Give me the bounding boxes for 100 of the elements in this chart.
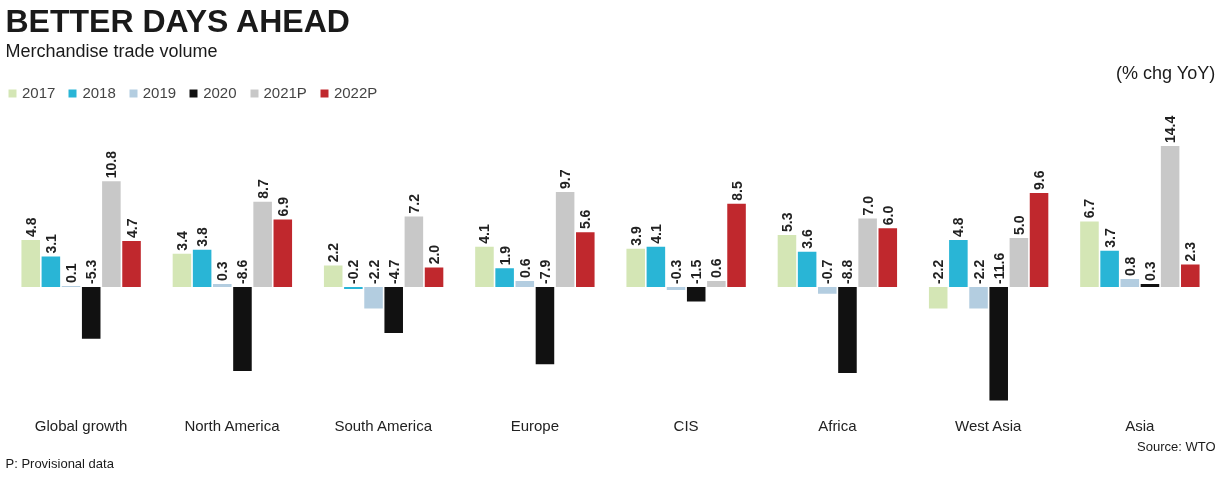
text: P: Provisional data (5, 455, 115, 471)
bar (707, 281, 726, 287)
bar (989, 286, 1008, 401)
bar (1080, 221, 1099, 287)
bar (404, 216, 424, 287)
x-tick-label: Africa (818, 416, 858, 434)
bar (1009, 238, 1029, 287)
data-label: 1.9 (496, 245, 513, 266)
bar (928, 286, 948, 309)
data-label: -11.6 (990, 252, 1007, 284)
bar (818, 286, 837, 294)
data-label: 3.4 (173, 230, 190, 251)
bar (858, 218, 877, 287)
data-label: -0.3 (668, 259, 685, 284)
data-label: -2.2 (970, 259, 987, 284)
data-label: -4.7 (385, 259, 402, 284)
bar (666, 286, 686, 290)
data-label: 3.1 (42, 233, 59, 254)
bar (1181, 264, 1200, 287)
data-label: 5.0 (1010, 215, 1027, 235)
data-label: 4.8 (950, 217, 967, 237)
legend-label: 2018 (82, 84, 116, 101)
data-label: 5.3 (778, 212, 795, 233)
data-label: -1.5 (688, 259, 705, 284)
bar (41, 256, 61, 287)
data-label: 0.6 (708, 258, 725, 279)
data-label: -8.8 (839, 259, 856, 284)
bar (1120, 279, 1140, 287)
bar (233, 286, 252, 372)
legend-label: 2019 (142, 84, 177, 101)
data-label: 6.0 (879, 205, 896, 226)
legend-label: 2021P (263, 84, 307, 101)
bar (273, 219, 293, 287)
data-label: 7.0 (859, 195, 876, 216)
bar (81, 286, 101, 339)
data-label: 0.3 (214, 261, 231, 281)
bar (515, 281, 535, 287)
data-label: 0.3 (1141, 261, 1158, 281)
data-label: 2.0 (426, 244, 443, 265)
bar (626, 248, 645, 287)
data-label: 3.9 (627, 226, 644, 246)
bar (213, 284, 232, 287)
data-label: 4.8 (22, 217, 39, 237)
x-tick-label: South America (334, 416, 433, 434)
bar (253, 201, 272, 287)
data-label: 6.9 (274, 196, 291, 217)
data-label: -0.7 (819, 259, 836, 284)
data-label: 0.6 (516, 258, 533, 279)
bar (424, 267, 444, 287)
data-label: 4.1 (647, 224, 664, 244)
x-tick-label: West Asia (955, 416, 1023, 434)
data-label: 3.8 (194, 227, 211, 247)
bar (1100, 250, 1119, 287)
bar (323, 265, 343, 287)
bar (727, 203, 746, 287)
data-label: 10.8 (103, 150, 120, 179)
bar (1140, 284, 1160, 287)
data-label: 4.7 (123, 218, 140, 238)
bar (192, 249, 212, 287)
data-label: 4.1 (476, 224, 493, 244)
x-tick-label: Europe (510, 416, 560, 434)
bar (21, 239, 40, 287)
data-label: 9.6 (1031, 170, 1048, 190)
x-tick-label: CIS (673, 416, 699, 434)
x-tick-label: Asia (1125, 416, 1156, 434)
bar (102, 181, 121, 287)
data-label: 3.7 (1101, 228, 1118, 248)
bar (878, 228, 898, 287)
chart-subtitle: Merchandise trade volume (5, 40, 218, 61)
data-label: -2.2 (365, 259, 382, 284)
text: (% chg YoY) (1116, 62, 1216, 83)
data-label: -2.2 (930, 259, 947, 284)
bar (475, 246, 494, 287)
bar (384, 286, 403, 333)
data-label: 5.6 (577, 209, 594, 230)
data-label: 0.8 (1121, 256, 1138, 277)
bar (555, 192, 575, 287)
bar (777, 235, 797, 287)
bar (364, 286, 383, 309)
bar (646, 246, 666, 287)
data-label: 3.6 (799, 229, 816, 249)
x-tick-label: North America (184, 416, 281, 434)
data-label: 8.7 (254, 179, 271, 199)
data-label: 9.7 (557, 169, 574, 190)
bar (797, 251, 817, 287)
data-label: 0.1 (63, 263, 80, 283)
data-label: 14.4 (1162, 115, 1179, 144)
data-label: 6.7 (1081, 198, 1098, 219)
legend-label: 2017 (22, 84, 56, 101)
bar (122, 240, 141, 287)
data-label: 2.2 (325, 242, 342, 263)
bar (949, 239, 968, 287)
x-tick-label: Global growth (34, 416, 128, 434)
bar (1029, 193, 1049, 287)
data-label: 7.2 (405, 193, 422, 214)
data-label: 2.3 (1182, 241, 1199, 262)
bar (576, 232, 595, 287)
data-label: -0.2 (345, 259, 362, 284)
data-label: -7.9 (536, 259, 553, 284)
chart-title: BETTER DAYS AHEAD (5, 2, 350, 39)
